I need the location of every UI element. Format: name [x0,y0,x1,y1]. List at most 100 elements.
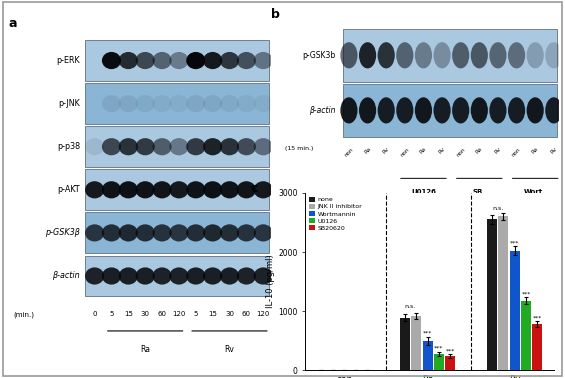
Ellipse shape [415,97,432,124]
Bar [344,84,557,136]
Ellipse shape [237,138,256,155]
Text: Rv: Rv [224,345,234,354]
Ellipse shape [545,97,562,124]
Text: ***: *** [521,291,531,296]
Ellipse shape [153,267,172,285]
Text: p-JNK: p-JNK [58,99,80,108]
Ellipse shape [153,52,172,69]
Ellipse shape [203,95,222,112]
Ellipse shape [136,267,155,285]
Text: Wort.: Wort. [524,189,546,195]
Text: non: non [511,146,522,157]
Ellipse shape [102,224,121,242]
Ellipse shape [153,224,172,242]
Ellipse shape [119,267,138,285]
Ellipse shape [237,181,256,198]
Ellipse shape [85,181,104,198]
Text: 120: 120 [257,311,270,317]
Ellipse shape [102,267,121,285]
Text: p-GSK3β: p-GSK3β [45,228,80,237]
Bar [434,354,444,370]
Text: p-AKT: p-AKT [58,185,80,194]
Ellipse shape [186,52,205,69]
Ellipse shape [254,52,273,69]
Bar [344,29,557,82]
Text: 5: 5 [194,311,198,317]
Ellipse shape [508,42,525,68]
Ellipse shape [136,95,155,112]
Text: ***: *** [434,345,444,350]
Ellipse shape [153,95,172,112]
Text: 15: 15 [208,311,217,317]
Text: 60: 60 [158,311,167,317]
Ellipse shape [119,95,138,112]
Bar [411,316,421,370]
Bar [85,212,268,253]
Text: non: non [455,146,466,157]
Ellipse shape [102,181,121,198]
Text: p-GSK3b: p-GSK3b [302,51,335,60]
Ellipse shape [136,52,155,69]
Bar [85,40,268,81]
Text: p-p38: p-p38 [57,142,80,151]
Text: ***: *** [423,331,432,336]
Ellipse shape [489,97,506,124]
Bar [532,324,542,370]
Text: Ra: Ra [363,146,372,155]
Ellipse shape [102,138,121,155]
Ellipse shape [136,224,155,242]
Ellipse shape [237,95,256,112]
Ellipse shape [119,224,138,242]
Ellipse shape [186,95,205,112]
Ellipse shape [102,95,121,112]
Text: 60: 60 [242,311,251,317]
Ellipse shape [237,224,256,242]
Ellipse shape [203,52,222,69]
Ellipse shape [471,42,488,68]
Text: Ra: Ra [475,146,484,155]
Ellipse shape [102,52,121,69]
Ellipse shape [433,97,451,124]
Text: non: non [399,146,410,157]
Ellipse shape [433,42,451,68]
Ellipse shape [203,138,222,155]
Bar [423,341,432,370]
Ellipse shape [359,97,376,124]
Ellipse shape [377,97,395,124]
Ellipse shape [170,95,189,112]
Text: c: c [250,182,258,195]
Ellipse shape [153,181,172,198]
Ellipse shape [203,267,222,285]
Text: (min.): (min.) [14,311,34,318]
Ellipse shape [170,181,189,198]
Text: Rv: Rv [438,146,446,155]
Bar [85,83,268,124]
Ellipse shape [254,138,273,155]
Text: ***: *** [510,240,519,245]
Text: n.s.: n.s. [492,206,503,211]
Bar [487,219,497,370]
Ellipse shape [203,181,222,198]
Text: Rv: Rv [550,146,558,155]
Text: non: non [344,146,354,157]
Ellipse shape [170,224,189,242]
Ellipse shape [471,97,488,124]
Ellipse shape [237,52,256,69]
Text: Rv: Rv [382,146,390,155]
Bar [400,318,410,370]
Ellipse shape [203,224,222,242]
Ellipse shape [186,267,205,285]
Ellipse shape [220,52,239,69]
Ellipse shape [452,97,470,124]
Ellipse shape [220,181,239,198]
Text: U0126: U0126 [411,189,436,195]
Ellipse shape [186,224,205,242]
Ellipse shape [527,42,544,68]
Ellipse shape [340,42,358,68]
Legend: none, JNK II inhibitor, Wortmannin, U0126, SB20620: none, JNK II inhibitor, Wortmannin, U012… [308,196,363,232]
Ellipse shape [254,267,273,285]
Ellipse shape [489,42,506,68]
Text: n.s.: n.s. [405,304,416,310]
Ellipse shape [377,42,395,68]
Ellipse shape [415,42,432,68]
